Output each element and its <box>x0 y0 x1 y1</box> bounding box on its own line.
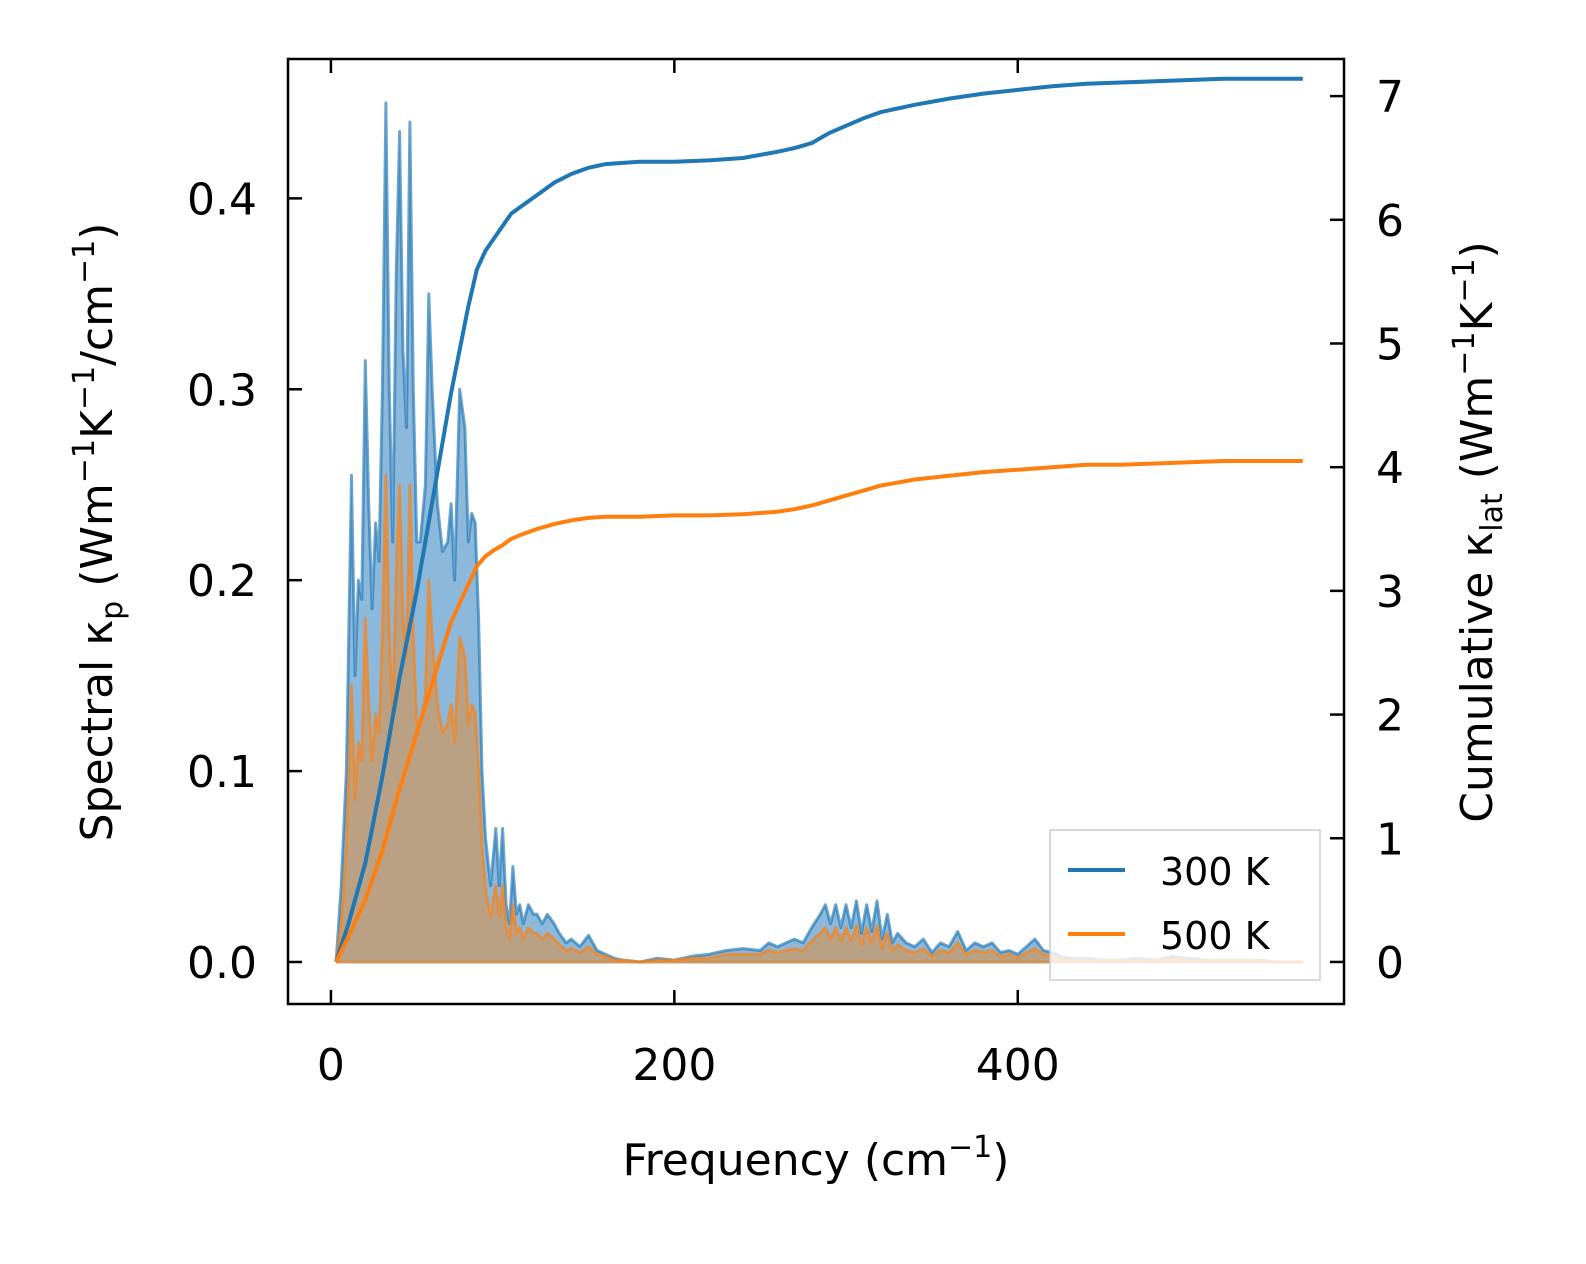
y-left-label-sup1: −1 <box>67 439 102 483</box>
y-left-label-sup3: −1 <box>67 240 102 284</box>
plot-frame <box>286 57 1346 1006</box>
y-right-label-a: Cumulative κ <box>1452 532 1503 823</box>
y-left-label-d: /cm <box>72 284 123 366</box>
y-left-label-sup2: −1 <box>67 366 102 410</box>
spectral-line-500k <box>334 473 1303 964</box>
x-axis-label-main: Frequency (cm <box>623 1135 949 1186</box>
y-axis-left-label: Spectral κp (Wm−1K−1/cm−1) <box>67 223 130 842</box>
legend: 300 K 500 K <box>1049 829 1321 981</box>
x-axis-label-sup: −1 <box>948 1130 992 1165</box>
y-left-tick-label: 0.1 <box>187 747 257 798</box>
x-axis-label: Frequency (cm−1) <box>623 1130 1010 1186</box>
y-right-tick-label: 1 <box>1376 814 1404 865</box>
x-tick-label: 200 <box>632 1040 716 1091</box>
y-right-label-sub: lat <box>1475 493 1510 532</box>
y-right-tick-label: 7 <box>1376 72 1404 123</box>
legend-label-300k: 300 K <box>1160 850 1271 894</box>
tick-group: 0 200 400 0.0 0.1 0.2 0.3 0.4 0 1 2 3 4 5 6 7 <box>187 59 1404 1091</box>
y-left-tick-label: 0.4 <box>187 174 257 225</box>
y-right-tick-label: 3 <box>1376 567 1404 618</box>
y-right-label-d: ) <box>1452 241 1503 258</box>
y-right-tick-label: 2 <box>1376 691 1404 742</box>
legend-box <box>1049 829 1321 981</box>
y-right-tick-label: 4 <box>1376 443 1404 494</box>
y-right-label-sup2: −1 <box>1447 258 1482 302</box>
y-right-tick-label: 5 <box>1376 319 1404 370</box>
y-left-label-sub: p <box>95 601 130 620</box>
y-right-tick-label: 6 <box>1376 196 1404 247</box>
series-line-group <box>334 76 1303 963</box>
spectral-area-500k <box>336 475 1303 962</box>
legend-label-500k: 500 K <box>1160 914 1271 958</box>
y-axis-right-label: Cumulative κlat (Wm−1K−1) <box>1447 241 1510 823</box>
x-axis-label-tail: ) <box>992 1135 1009 1186</box>
x-tick-label: 400 <box>976 1040 1060 1091</box>
y-left-label-e: ) <box>72 223 123 240</box>
y-right-tick-label: 0 <box>1376 938 1404 989</box>
y-right-label-c: K <box>1452 301 1503 331</box>
y-right-label-b: (Wm <box>1452 376 1503 494</box>
y-left-label-c: K <box>72 409 123 439</box>
y-left-label-b: (Wm <box>72 483 123 601</box>
x-tick-label: 0 <box>317 1040 345 1091</box>
cumulative-line-300k <box>334 76 1303 963</box>
y-left-label-a: Spectral κ <box>72 620 123 842</box>
y-left-tick-label: 0.2 <box>187 556 257 607</box>
y-left-tick-label: 0.3 <box>187 365 257 416</box>
y-right-label-sup1: −1 <box>1447 331 1482 375</box>
y-left-tick-label: 0.0 <box>187 938 257 989</box>
cumulative-line-500k <box>334 459 1303 963</box>
